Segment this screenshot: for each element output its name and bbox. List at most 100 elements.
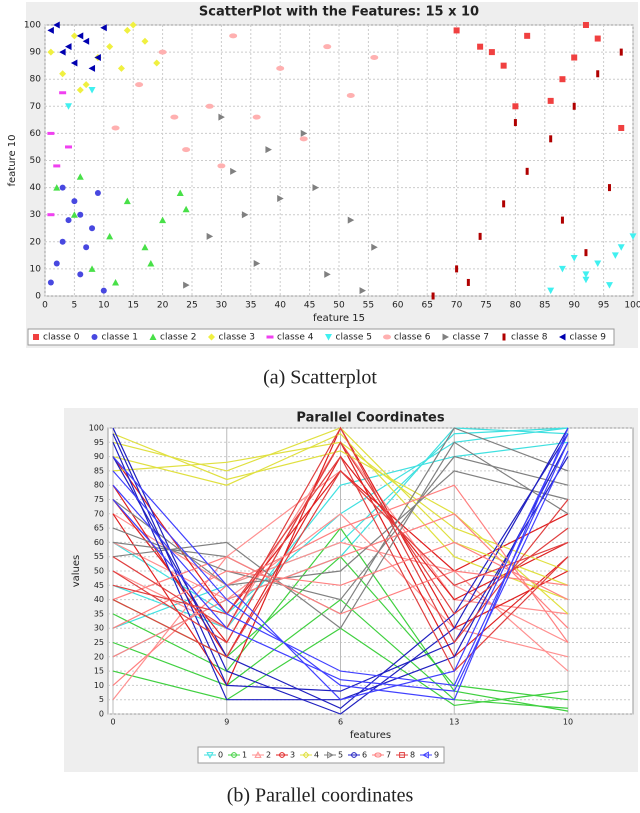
point	[76, 173, 84, 180]
point	[312, 184, 319, 192]
legend-marker	[325, 334, 332, 341]
y-tick-label: 70	[94, 509, 104, 518]
point	[594, 260, 602, 267]
y-tick-label: 25	[94, 638, 104, 647]
y-tick-label: 40	[94, 595, 104, 604]
polyline	[112, 433, 569, 701]
legend-marker	[351, 752, 357, 758]
point	[141, 37, 149, 45]
x-tick-label: 0	[42, 301, 48, 311]
point	[77, 271, 84, 278]
legend-label: classe 8	[511, 333, 548, 343]
point	[141, 243, 149, 251]
point	[229, 33, 238, 39]
legend-marker	[399, 752, 405, 758]
point	[230, 167, 237, 175]
point	[153, 59, 161, 67]
point	[547, 287, 555, 295]
point	[59, 238, 66, 245]
point	[117, 64, 125, 72]
y-tick-label: 10	[30, 264, 42, 274]
legend-label: classe 5	[336, 333, 372, 343]
point	[65, 145, 73, 149]
y-tick-label: 80	[94, 481, 104, 490]
point	[176, 189, 184, 197]
legend-marker	[383, 334, 391, 340]
point	[77, 211, 84, 218]
x-tick-label: 0	[110, 718, 115, 727]
point	[525, 167, 529, 175]
point	[53, 260, 60, 267]
y-tick-label: 55	[94, 552, 104, 561]
point	[619, 48, 623, 56]
point	[106, 232, 114, 240]
y-tick-label: 75	[94, 495, 104, 504]
point	[70, 32, 78, 40]
point	[135, 82, 144, 88]
x-axis-label: features	[350, 730, 391, 741]
point	[147, 259, 155, 267]
point	[112, 278, 120, 286]
y-tick-label: 30	[30, 210, 42, 220]
point	[76, 32, 84, 40]
x-tick-label: 95	[598, 301, 609, 311]
y-tick-label: 10	[94, 681, 104, 690]
legend-marker	[442, 333, 449, 341]
y-tick-label: 70	[30, 102, 42, 112]
legend-label: classe 6	[394, 333, 431, 343]
legend	[27, 328, 615, 346]
point	[47, 48, 55, 56]
y-tick-label: 15	[94, 667, 104, 676]
point	[158, 49, 167, 55]
y-tick-label: 0	[35, 292, 41, 302]
y-tick-label: 90	[30, 48, 42, 58]
point	[123, 197, 131, 205]
point	[512, 103, 519, 110]
point	[582, 22, 589, 28]
y-tick-label: 0	[99, 710, 104, 719]
x-tick-label: 20	[157, 301, 169, 311]
point	[82, 81, 90, 89]
x-tick-label: 45	[304, 301, 315, 311]
point	[618, 124, 625, 131]
point	[47, 213, 55, 217]
x-tick-label: 100	[624, 301, 640, 311]
point	[584, 249, 588, 257]
point	[94, 54, 101, 62]
point	[59, 48, 66, 56]
chart-title: Parallel Coordinates	[296, 411, 444, 426]
legend-label: 2	[266, 751, 271, 760]
legend-marker	[302, 751, 310, 759]
x-tick-label: 5	[72, 301, 78, 311]
point	[217, 163, 226, 169]
point	[76, 86, 84, 94]
y-tick-label: 65	[94, 524, 104, 533]
point	[53, 164, 61, 168]
legend-label: 3	[290, 751, 295, 760]
point	[570, 255, 578, 262]
x-tick-label: 6	[338, 718, 343, 727]
point	[111, 125, 120, 131]
legend-marker	[559, 333, 566, 341]
x-tick-label: 70	[451, 301, 463, 311]
legend-marker	[374, 752, 382, 758]
y-tick-label: 5	[99, 695, 104, 704]
x-tick-label: 40	[274, 301, 286, 311]
point	[559, 76, 566, 83]
polyline	[112, 427, 569, 701]
point	[488, 49, 495, 56]
legend-label: 6	[362, 751, 367, 760]
point	[53, 21, 60, 29]
point	[547, 97, 554, 104]
point	[524, 32, 531, 39]
point	[183, 281, 190, 289]
legend-label: 0	[218, 751, 223, 760]
point	[513, 119, 517, 127]
legend-label: 4	[314, 751, 319, 760]
point	[596, 70, 600, 78]
point	[370, 55, 379, 61]
point	[106, 43, 114, 51]
y-tick-label: 30	[94, 624, 104, 633]
point	[299, 136, 308, 142]
point	[70, 59, 78, 67]
